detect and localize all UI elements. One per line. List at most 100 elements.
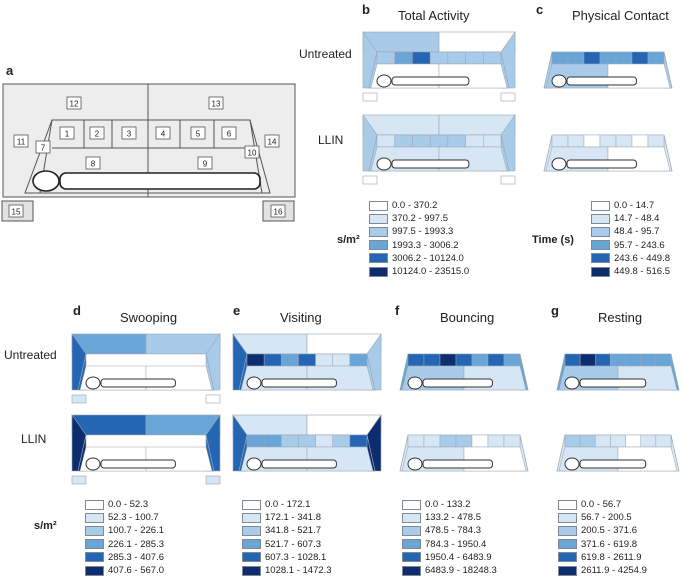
person-body (566, 159, 637, 169)
person-head (376, 157, 392, 171)
zone-label-4: 4 (161, 130, 166, 139)
panel-e-untreated (232, 333, 382, 391)
canopy-band-zone (610, 434, 626, 448)
canopy-band-zone (610, 353, 626, 367)
canopy-band-zone (595, 434, 611, 448)
legend-f-item: 784.3 - 1950.4 (402, 539, 486, 550)
legend-swatch (369, 200, 388, 211)
legend-swatch (369, 266, 388, 277)
row-label-llin-d: LLIN (21, 432, 47, 446)
canopy-band-zone (246, 353, 265, 367)
canopy-band-zone (429, 51, 449, 65)
canopy-band-zone (429, 134, 449, 148)
legend-e-item: 607.3 - 1028.1 (242, 552, 326, 563)
legend-label: 133.2 - 478.5 (425, 512, 481, 524)
canopy-band-zone (263, 434, 282, 448)
legend-swatch (85, 512, 104, 523)
person-head (246, 457, 262, 471)
panel-d-llin (71, 414, 221, 485)
legend-label: 407.6 - 567.0 (108, 565, 164, 576)
zone-label-12: 12 (70, 100, 79, 109)
legend-e-item: 1028.1 - 1472.3 (242, 565, 332, 576)
person-head (376, 74, 392, 88)
canopy-band-zone (315, 434, 333, 448)
zone-label-box (13, 134, 29, 148)
canopy-band-zone (551, 51, 569, 65)
unit-label-b: s/m² (337, 234, 360, 246)
canopy-band-zone (487, 434, 505, 448)
zone-label-box (155, 126, 171, 140)
zone-label-box (85, 156, 101, 170)
person-head (551, 74, 567, 88)
legend-label: 0.0 - 52.3 (108, 499, 149, 510)
outside-box-right (500, 175, 516, 185)
zone-label-1: 1 (65, 130, 70, 139)
legend-c-item: 0.0 - 14.7 (591, 200, 654, 211)
legend-b-item: 370.2 - 997.5 (369, 213, 448, 224)
canopy-band-zone (246, 434, 265, 448)
legend-label: 100.7 - 226.1 (108, 525, 164, 537)
legend-label: 478.5 - 784.3 (425, 525, 481, 537)
legend-label: 0.0 - 133.2 (425, 499, 471, 510)
canopy-band-zone (439, 353, 457, 367)
zone-label-5: 5 (196, 130, 201, 139)
legend-b-item: 997.5 - 1993.3 (369, 226, 453, 237)
legend-d-item: 226.1 - 285.3 (85, 539, 164, 550)
canopy-band-zone (376, 51, 395, 65)
canopy-band-zone (631, 51, 649, 65)
panel-e-title: Visiting (280, 310, 322, 325)
zone-label-box (244, 145, 260, 159)
legend-label: 619.8 - 2611.9 (581, 551, 642, 563)
legend-swatch (558, 552, 577, 563)
legend-f-item: 478.5 - 784.3 (402, 525, 481, 536)
legend-g-item: 619.8 - 2611.9 (558, 552, 642, 563)
panel-f-llin (399, 434, 529, 472)
zone-label-box (89, 126, 105, 140)
panel-d-title: Swooping (120, 310, 178, 325)
legend-label: 1950.4 - 6483.9 (425, 551, 492, 563)
legend-swatch (402, 565, 421, 576)
person-head (407, 376, 423, 390)
legend-c-item: 95.7 - 243.6 (591, 240, 665, 251)
legend-f-item: 133.2 - 478.5 (402, 512, 481, 523)
legend-label: 997.5 - 1993.3 (392, 226, 454, 238)
zone-label-8: 8 (91, 160, 96, 169)
person-head (564, 457, 580, 471)
canopy-band-zone (407, 353, 425, 367)
panel-g-llin (556, 434, 680, 472)
zone-label-2: 2 (95, 130, 100, 139)
zone-label-15: 15 (12, 208, 21, 217)
zone-label-14: 14 (268, 138, 277, 147)
canopy-band-zone (579, 434, 596, 448)
panel-c-letter: c (536, 2, 544, 17)
legend-b-item: 10124.0 - 23515.0 (369, 266, 469, 277)
legend-label: 14.7 - 48.4 (614, 213, 660, 225)
zone-label-16: 16 (274, 208, 283, 217)
zone-label-box (197, 156, 213, 170)
canopy-band-zone (439, 434, 457, 448)
canopy-band-zone (423, 434, 441, 448)
canopy-band-zone (655, 353, 672, 367)
canopy-band-zone (583, 51, 601, 65)
legend-swatch (558, 539, 577, 550)
zone-label-box (221, 126, 237, 140)
unit-label-c: Time (s) (532, 234, 574, 246)
legend-label: 341.8 - 521.7 (265, 525, 321, 537)
zone-label-11: 11 (17, 138, 26, 147)
legend-swatch (402, 539, 421, 550)
canopy-band-zone (640, 353, 657, 367)
legend-label: 243.6 - 449.8 (614, 252, 670, 264)
legend-c-item: 48.4 - 95.7 (591, 226, 659, 237)
legend-label: 370.2 - 997.5 (392, 213, 448, 225)
canopy-band-zone (376, 134, 395, 148)
legend-d-item: 0.0 - 52.3 (85, 499, 148, 510)
outside-box-right (205, 475, 221, 485)
legend-swatch (85, 565, 104, 576)
legend-b-item: 0.0 - 370.2 (369, 200, 437, 211)
canopy-band-zone (298, 353, 316, 367)
legend-label: 172.1 - 341.8 (265, 512, 321, 524)
outside-box-left (362, 92, 378, 102)
outside-box-left (362, 175, 378, 185)
canopy-band-zone (599, 51, 617, 65)
legend-f-item: 1950.4 - 6483.9 (402, 552, 492, 563)
